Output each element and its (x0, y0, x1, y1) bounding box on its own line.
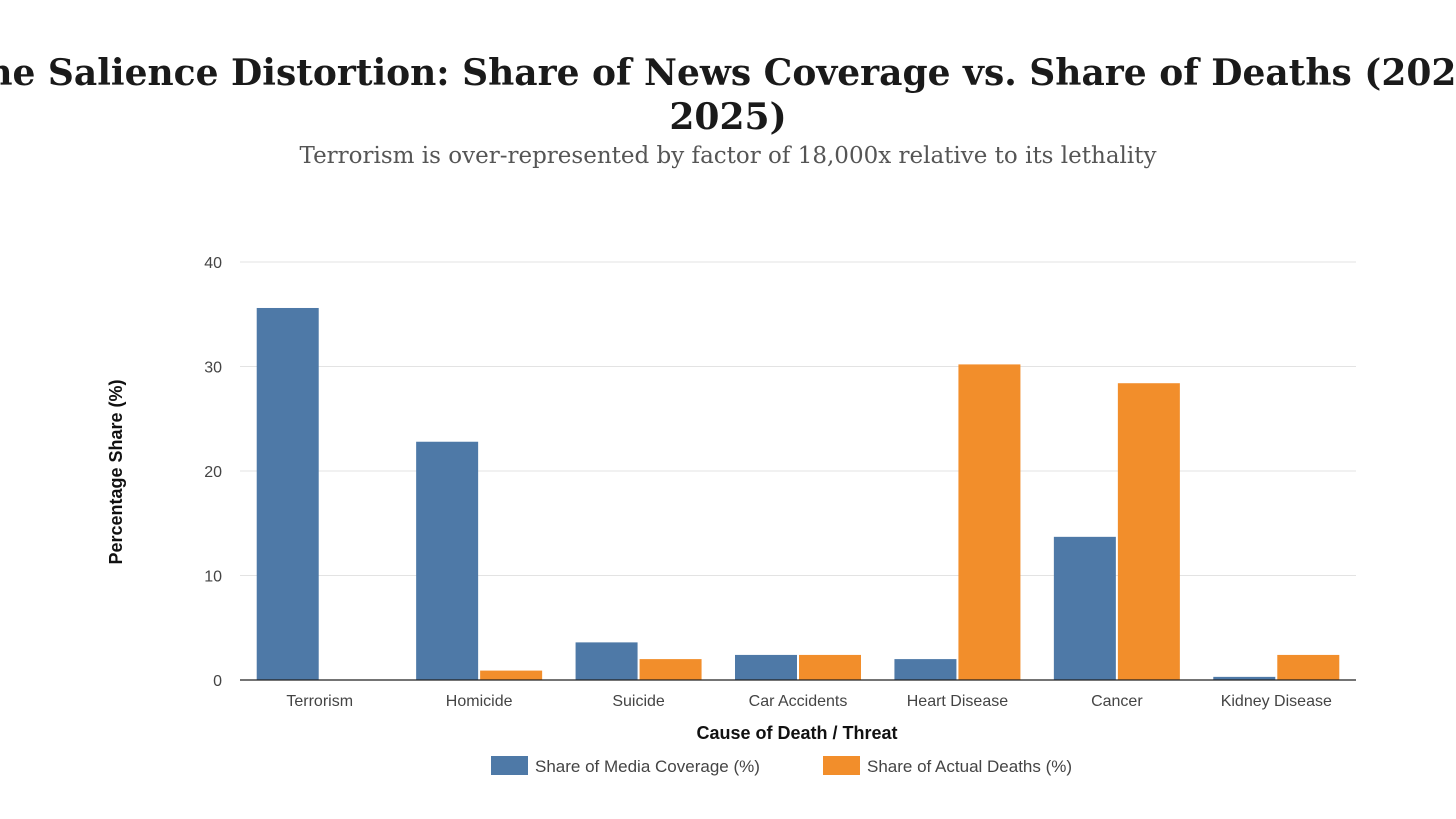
chart-title-line-2: 2025) (669, 96, 786, 138)
y-axis-title: Percentage Share (%) (106, 379, 126, 564)
bars (256, 307, 1340, 680)
x-tick-label: Cancer (1091, 693, 1143, 710)
y-axis-ticks: 0 10 20 30 40 (204, 255, 222, 690)
y-tick-label: 0 (213, 673, 222, 690)
bar-media-coverage (575, 642, 638, 680)
legend-label: Share of Actual Deaths (%) (867, 757, 1072, 776)
bar-media-coverage (256, 307, 319, 680)
legend-swatch (823, 756, 860, 775)
bar-actual-deaths (958, 364, 1021, 680)
x-tick-label: Car Accidents (749, 693, 848, 710)
bar-actual-deaths (639, 659, 702, 680)
y-tick-label: 10 (204, 569, 222, 586)
chart-subtitle: Terrorism is over-represented by factor … (300, 143, 1157, 169)
bar-media-coverage (894, 659, 957, 680)
bar-media-coverage (1213, 676, 1276, 680)
x-tick-label: Terrorism (286, 693, 353, 710)
x-axis-ticks: Terrorism Homicide Suicide Car Accidents Hea… (286, 693, 1332, 710)
x-axis-title: Cause of Death / Threat (696, 723, 897, 743)
bar-actual-deaths (1277, 654, 1340, 680)
x-tick-label: Heart Disease (907, 693, 1008, 710)
chart-title-line-1: The Salience Distortion: Share of News C… (0, 52, 1456, 94)
x-tick-label: Suicide (612, 693, 665, 710)
y-tick-label: 40 (204, 255, 222, 272)
legend: Share of Media Coverage (%) Share of Actu… (491, 756, 1072, 776)
legend-label: Share of Media Coverage (%) (535, 757, 760, 776)
y-tick-label: 30 (204, 360, 222, 377)
bar-media-coverage (735, 654, 797, 680)
grid (240, 261, 1356, 576)
x-tick-label: Homicide (446, 693, 513, 710)
bar-media-coverage (416, 441, 479, 680)
bar-media-coverage (1053, 536, 1116, 680)
x-tick-label: Kidney Disease (1221, 693, 1332, 710)
bar-actual-deaths (1117, 383, 1180, 680)
legend-swatch (491, 756, 528, 775)
bar-actual-deaths (799, 654, 861, 680)
y-tick-label: 20 (204, 464, 222, 481)
bar-actual-deaths (480, 670, 543, 680)
